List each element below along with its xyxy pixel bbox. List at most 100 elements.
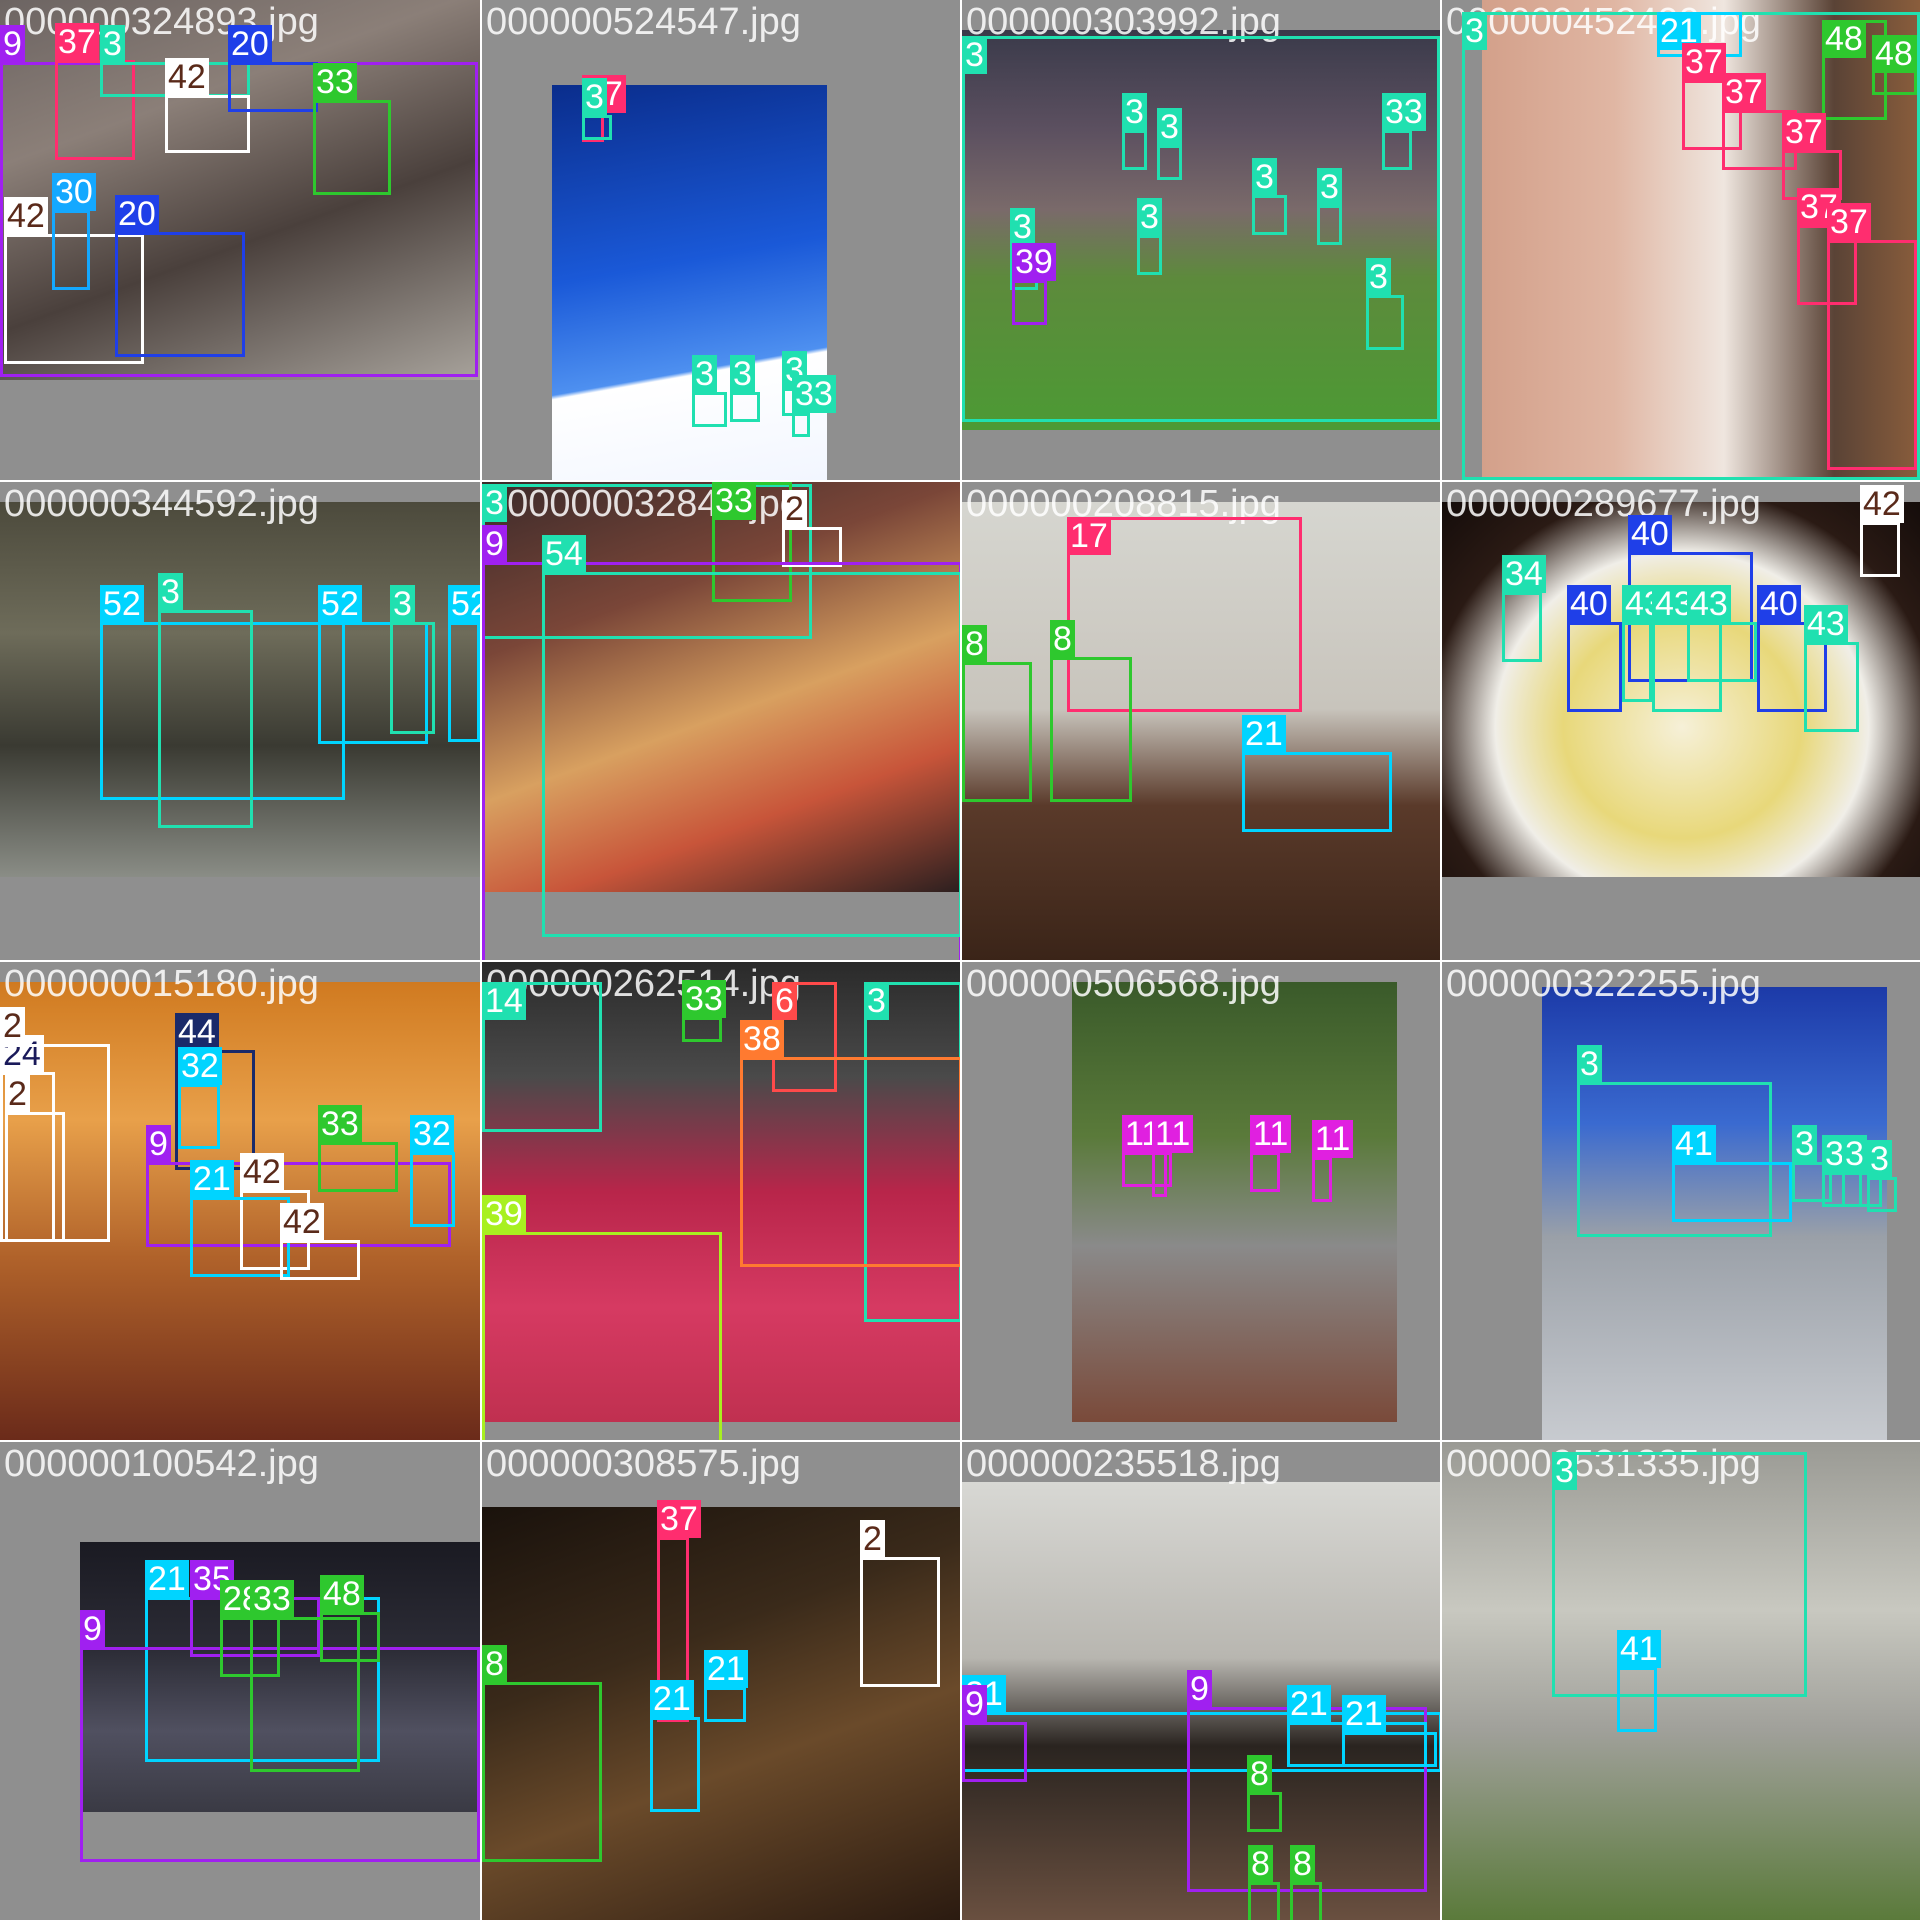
image-tile[interactable]: 000000015180.jpg 24 2 2 44 32 9 42 21 33 32 42 <box>0 960 480 1440</box>
image-tile[interactable]: 000000032843.jpg 3 33 2 9 54 <box>480 480 960 960</box>
detection-box[interactable]: 17 <box>1067 517 1302 712</box>
detection-box[interactable]: 48 <box>320 1575 380 1662</box>
detection-box[interactable]: 39 <box>1012 243 1056 325</box>
detection-box[interactable]: 9 <box>80 1610 480 1862</box>
detection-box[interactable]: 3 <box>1122 93 1147 170</box>
detection-box[interactable]: 3 <box>1317 168 1342 245</box>
detection-box[interactable]: 39 <box>482 1195 722 1440</box>
detection-box[interactable]: 21 <box>650 1680 700 1812</box>
detection-box[interactable]: 43 <box>1687 585 1757 682</box>
image-tile[interactable]: 000000506568.jpg 11 11 11 11 <box>960 960 1440 1440</box>
detection-box[interactable]: 8 <box>1247 1755 1282 1832</box>
detection-box[interactable]: 37 <box>1722 73 1797 170</box>
detection-box[interactable]: 38 <box>740 1020 960 1267</box>
detection-box[interactable]: 2 <box>860 1520 940 1687</box>
detection-box[interactable]: 3 <box>1792 1125 1832 1202</box>
detection-box[interactable]: 9 <box>962 1685 1027 1782</box>
detection-box[interactable]: 8 <box>1290 1845 1322 1920</box>
detection-box[interactable]: 11 <box>1152 1115 1194 1197</box>
detection-box[interactable]: 32 <box>410 1115 455 1227</box>
detection-box[interactable]: 42 <box>280 1203 360 1280</box>
image-tile[interactable]: 000000322255.jpg 3 41 3 3 3 3 <box>1440 960 1920 1440</box>
detection-box[interactable]: 3 <box>1577 1045 1772 1237</box>
detection-box[interactable]: 21 <box>704 1650 748 1722</box>
detection-box[interactable]: 43 <box>1622 585 1666 702</box>
detection-box[interactable]: 40 <box>1567 585 1622 712</box>
detection-box[interactable]: 48 <box>1822 20 1887 120</box>
class-label: 21 <box>704 1650 748 1688</box>
detection-box[interactable]: 34 <box>1502 555 1546 662</box>
detection-box[interactable]: 52 <box>448 585 480 742</box>
detection-box[interactable]: 52 <box>100 585 345 800</box>
detection-box[interactable]: 3 <box>962 36 1440 422</box>
detection-box[interactable]: 52 <box>318 585 428 744</box>
detection-box[interactable]: 30 <box>52 173 96 290</box>
detection-box[interactable]: 9 <box>146 1125 451 1247</box>
detection-box[interactable]: 37 <box>1827 203 1917 470</box>
detection-box[interactable]: 33 <box>313 63 391 195</box>
detection-box[interactable]: 20 <box>115 195 245 357</box>
detection-box[interactable]: 33 <box>682 980 726 1042</box>
detection-box[interactable]: 21 <box>190 1160 290 1277</box>
image-tile[interactable]: 000000100542.jpg 21 35 9 28 48 33 <box>0 1440 480 1920</box>
detection-box[interactable]: 8 <box>1050 620 1132 802</box>
detection-box[interactable]: 8 <box>962 625 1032 802</box>
detection-box[interactable]: 33 <box>1382 93 1426 170</box>
detection-box[interactable]: 37 <box>657 1500 701 1722</box>
detection-box[interactable]: 2 <box>5 1075 65 1242</box>
detection-box[interactable]: 40 <box>1628 515 1753 682</box>
detection-box[interactable]: 40 <box>1757 585 1827 712</box>
detection-box[interactable]: 3 <box>692 355 727 427</box>
detection-box[interactable]: 54 <box>542 535 960 937</box>
detection-box[interactable]: 11 <box>1312 1120 1354 1202</box>
detection-box[interactable]: 11 <box>1250 1115 1292 1192</box>
detection-box[interactable]: 33 <box>792 375 836 437</box>
detection-box[interactable]: 42 <box>1860 485 1904 577</box>
detection-box[interactable]: 41 <box>1672 1125 1792 1222</box>
image-tile[interactable]: 000000289677.jpg 42 34 40 40 43 43 43 40 43 <box>1440 480 1920 960</box>
detection-box[interactable]: 37 <box>55 23 135 160</box>
detection-box[interactable]: 33 <box>712 482 792 602</box>
detection-box[interactable]: 21 <box>1342 1695 1437 1767</box>
detection-box[interactable]: 3 <box>1252 158 1287 235</box>
class-label: 30 <box>52 173 96 211</box>
detection-box[interactable]: 2 <box>782 490 842 567</box>
detection-box[interactable]: 3 <box>730 355 760 422</box>
detection-box[interactable]: 3 <box>1137 198 1162 275</box>
image-tile[interactable]: 000000324893.jpg 9 37 3 42 20 33 42 30 20 <box>0 0 480 480</box>
image-tile[interactable]: 000000344592.jpg52352352 <box>0 480 480 960</box>
detection-box[interactable]: 43 <box>1804 605 1859 732</box>
detection-box[interactable]: 33 <box>318 1105 398 1192</box>
image-tile[interactable]: 000000531335.jpg 3 41 <box>1440 1440 1920 1920</box>
image-tile[interactable]: 000000208815.jpg 17 8 8 21 <box>960 480 1440 960</box>
detection-box[interactable]: 20 <box>228 25 318 112</box>
detection-box[interactable]: 3 <box>390 585 435 734</box>
image-tile[interactable]: 000000452400.jpg 3 21 48 48 37 37 37 37 37 <box>1440 0 1920 480</box>
detection-box[interactable]: 3 <box>1157 108 1182 180</box>
detection-box[interactable]: 3 <box>1552 1452 1807 1697</box>
detection-box[interactable]: 8 <box>482 1645 602 1862</box>
detection-box[interactable]: 32 <box>178 1047 222 1149</box>
image-tile[interactable]: 000000524547.jpg57333333 <box>480 0 960 480</box>
detection-box[interactable]: 3 <box>582 78 612 140</box>
class-label: 21 <box>190 1160 234 1198</box>
detection-box[interactable]: 8 <box>1248 1845 1280 1920</box>
class-label: 3 <box>1252 158 1277 196</box>
detection-box[interactable]: 37 <box>1682 43 1742 150</box>
image-tile[interactable]: 000000308575.jpg 37 2 8 21 21 <box>480 1440 960 1920</box>
detection-box[interactable]: 42 <box>4 197 144 364</box>
detection-box[interactable]: 14 <box>482 982 602 1132</box>
detection-box[interactable]: 3 <box>1842 1135 1882 1207</box>
detection-box[interactable]: 21 <box>1242 715 1392 832</box>
detection-box[interactable]: 3 <box>1867 1140 1897 1212</box>
detection-box[interactable]: 42 <box>165 58 250 153</box>
detection-box[interactable]: 41 <box>1617 1630 1661 1732</box>
detection-box[interactable]: 48 <box>1872 35 1917 95</box>
detection-box[interactable]: 33 <box>250 1580 360 1772</box>
image-tile[interactable]: 000000235518.jpg21998212188 <box>960 1440 1440 1920</box>
image-tile[interactable]: 000000262514.jpg 14 6 33 3 38 39 <box>480 960 960 1440</box>
tile-filename: 000000235518.jpg <box>966 1443 1281 1485</box>
detection-box[interactable]: 3 <box>1366 258 1404 350</box>
image-tile[interactable]: 000000303992.jpg 3 3 3 33 3 3 3 3 39 3 <box>960 0 1440 480</box>
detection-box[interactable]: 3 <box>158 573 253 828</box>
